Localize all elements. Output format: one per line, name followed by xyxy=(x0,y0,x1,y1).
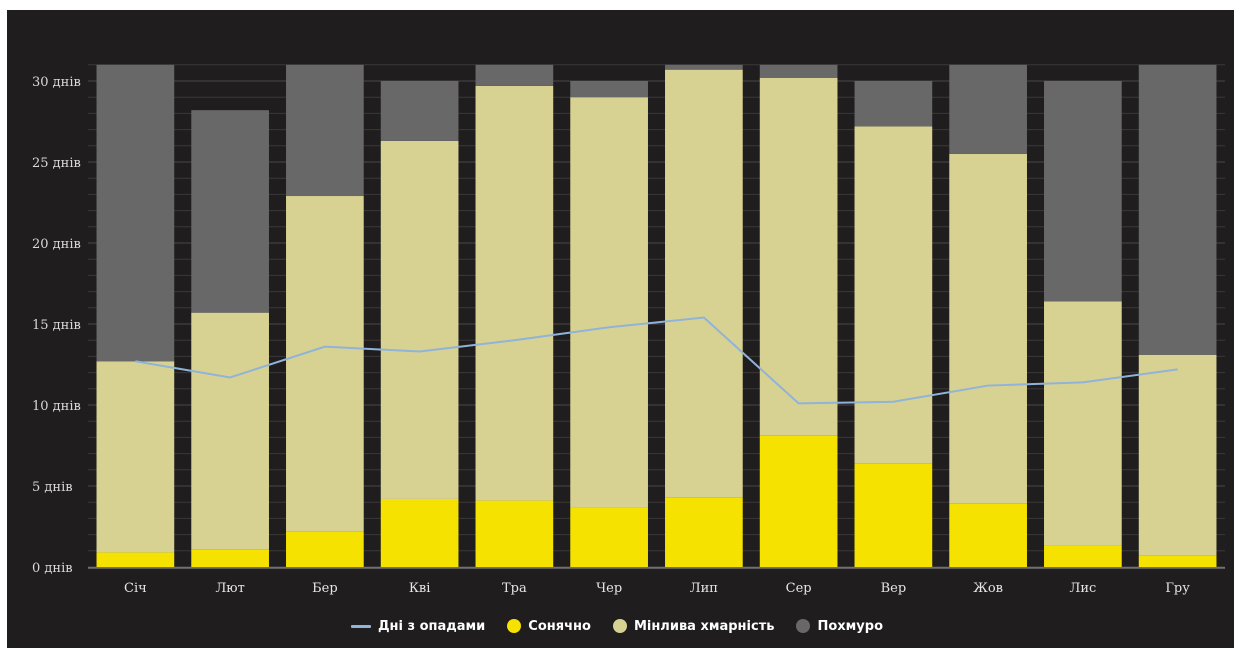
bar-segment xyxy=(1044,301,1122,546)
bar-segment xyxy=(854,463,933,567)
bar-segment xyxy=(380,81,459,141)
grid-lines xyxy=(88,64,1225,568)
bar-segment xyxy=(1044,81,1122,302)
y-tick-label: 20 днів xyxy=(32,237,81,252)
legend: Дні з опадами Сонячно Мінлива хмарність … xyxy=(0,614,1234,638)
bar-segment xyxy=(96,552,175,567)
bar-segment xyxy=(191,312,269,550)
bars xyxy=(96,64,1217,567)
legend-item-partly-cloudy[interactable]: Мінлива хмарність xyxy=(612,618,775,634)
bar-segment xyxy=(570,97,648,508)
legend-line-marker xyxy=(350,624,371,628)
legend-item-sunny[interactable]: Сонячно xyxy=(507,619,591,634)
bar-segment xyxy=(1044,545,1122,567)
bar-segment xyxy=(949,503,1027,567)
x-tick-label: Лис xyxy=(1069,581,1096,596)
legend-item-precipitation[interactable]: Дні з опадами xyxy=(350,618,486,634)
bar-segment xyxy=(759,435,838,567)
legend-dot-marker xyxy=(796,619,811,633)
bar-segment xyxy=(665,497,743,567)
x-tick-label: Тра xyxy=(502,581,527,596)
x-axis: Січ Лют Бер Кві Тра Чер Лип Сер Вер Жов Лис Гру xyxy=(88,567,1225,596)
bar-segment xyxy=(475,500,554,567)
bar-segment xyxy=(949,64,1027,154)
bar-segment xyxy=(96,64,175,362)
bar-segment xyxy=(286,64,364,197)
y-tick-label: 0 днів xyxy=(32,561,73,576)
bar-segment xyxy=(380,498,459,567)
x-tick-label: Лют xyxy=(215,581,244,596)
legend-label: Дні з опадами xyxy=(377,618,486,634)
y-tick-label: 10 днів xyxy=(32,399,81,414)
y-tick-label: 15 днів xyxy=(32,318,81,333)
bar-segment xyxy=(286,196,364,532)
x-tick-label: Січ xyxy=(124,581,147,596)
bar-segment xyxy=(286,531,364,567)
bar-segment xyxy=(1138,64,1217,355)
y-axis: 0 днів 5 днів 10 днів 15 днів 20 днів 25 днів… xyxy=(32,75,81,576)
bar-segment xyxy=(665,64,743,70)
y-tick-label: 5 днів xyxy=(32,480,73,495)
bar-segment xyxy=(949,153,1027,504)
x-tick-label: Кві xyxy=(409,581,431,596)
bar-segment xyxy=(570,81,648,98)
legend-dot-marker xyxy=(612,619,627,633)
bar-segment xyxy=(854,126,933,464)
y-tick-label: 30 днів xyxy=(32,75,81,90)
precipitation-sunshine-chart: 0 днів 5 днів 10 днів 15 днів 20 днів 25 днів… xyxy=(32,64,1225,596)
bar-segment xyxy=(1138,555,1217,567)
bar-segment xyxy=(380,140,459,499)
bar-segment xyxy=(854,81,933,127)
bar-segment xyxy=(475,85,554,501)
x-tick-label: Жов xyxy=(973,581,1003,596)
bar-segment xyxy=(191,549,269,567)
bar-segment xyxy=(759,77,838,436)
x-tick-label: Бер xyxy=(312,581,338,596)
precipitation-line-path xyxy=(135,316,1178,405)
legend-label: Похмуро xyxy=(817,618,884,634)
legend-label: Сонячно xyxy=(528,618,591,634)
bar-segment xyxy=(191,110,269,313)
legend-dot-marker xyxy=(507,619,522,633)
bar-segment xyxy=(475,64,554,86)
x-tick-label: Сер xyxy=(786,581,812,596)
legend-item-overcast[interactable]: Похмуро xyxy=(796,619,883,634)
bar-segment xyxy=(1138,354,1217,556)
bar-segment xyxy=(759,64,838,78)
x-tick-label: Гру xyxy=(1165,581,1190,596)
legend-label: Мінлива хмарність xyxy=(633,618,775,634)
precipitation-line xyxy=(135,316,1178,405)
bar-segment xyxy=(570,507,648,567)
bar-segment xyxy=(665,69,743,498)
x-tick-label: Чер xyxy=(596,581,622,596)
x-tick-label: Лип xyxy=(690,581,718,596)
x-tick-label: Вер xyxy=(881,581,907,596)
y-tick-label: 25 днів xyxy=(32,156,81,171)
bar-segment xyxy=(96,361,175,553)
